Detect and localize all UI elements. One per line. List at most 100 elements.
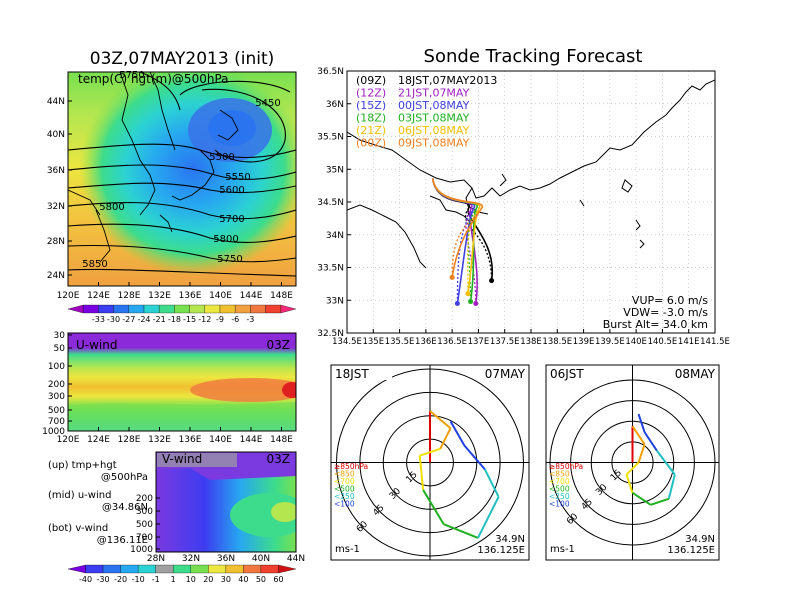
pressure-tick-label: 1000: [130, 545, 153, 555]
vwind-pressure-ticks: 200 300 500 700 1000: [130, 494, 160, 555]
colorbar-swatch: [85, 564, 104, 574]
pressure-tick-label: 100: [48, 362, 65, 372]
hodograph-lon: 136.125E: [667, 545, 715, 556]
lat-tick-label: 36N: [217, 554, 235, 564]
param-vup: VUP= 6.0 m/s: [632, 294, 708, 307]
hodograph-level-label: <250: [549, 492, 570, 501]
vwind-time: 03Z: [267, 452, 291, 466]
lon-tick-label: 137E: [468, 337, 490, 347]
uwind-lon-ticks: 120E 124E 128E 132E 136E 140E 144E 148E: [57, 427, 293, 445]
lat-tick-label: 34N: [326, 231, 344, 241]
panel-notes: (up) tmp+hgt@500hPa (mid) u-wind@34.86N (b…: [48, 460, 148, 546]
hodograph-time-bg: [332, 366, 392, 380]
lon-tick-label: 140E: [625, 337, 647, 347]
pressure-tick-label: 500: [136, 520, 153, 530]
legend-utc: (12Z): [356, 87, 386, 100]
hodograph-trace-segment: [477, 496, 500, 539]
note-line-1: (bot) v-wind: [48, 523, 108, 534]
lon-tick-label: 136.5E: [437, 337, 467, 347]
hodograph-level-label: <850: [334, 470, 355, 479]
colorbar-label: -9: [216, 315, 224, 324]
lon-tick-label: 139.5E: [595, 337, 625, 347]
colorbar-label: -27: [122, 315, 135, 324]
colorbar-label: 20: [203, 575, 213, 584]
hodograph-lat: 34.9N: [495, 534, 525, 545]
pressure-tick-label: 50: [54, 344, 66, 354]
lat-tick-label: 35N: [326, 165, 344, 175]
hodograph-level-label: <700: [549, 477, 570, 486]
colorbar-swatch: [138, 564, 156, 574]
colorbar-swatch: [102, 564, 121, 574]
hodograph-level-label: <500: [549, 485, 570, 494]
temp-map-title: 03Z,07MAY2013 (init): [90, 49, 275, 69]
param-vdw: VDW= -3.0 m/s: [623, 306, 708, 319]
hodograph-trace-segment: [637, 413, 646, 433]
hodograph-level-label: <250: [334, 492, 355, 501]
hodograph-level-label: ≥850hPa: [549, 462, 583, 471]
contour-label: 5800: [213, 234, 238, 245]
colorbar-label: -21: [153, 315, 166, 324]
colorbar-label: -30: [97, 575, 110, 584]
trajectory-descent: [467, 207, 480, 294]
lon-tick-label: 148E: [270, 435, 293, 445]
legend-jst: 06JST,08MAY: [398, 124, 470, 137]
hodograph-time: 18JST: [335, 367, 369, 381]
tracking-lat-ticks: 36.5N 36N 35.5N 35N 34.5N 34N 33.5N 33N 32.5N: [317, 67, 351, 339]
colorbar-swatch: [189, 304, 205, 314]
colorbar-label: -24: [137, 315, 150, 324]
hodograph-trace-segment: [637, 444, 646, 463]
pressure-tick-label: 30: [54, 331, 66, 341]
lat-tick-label: 28N: [147, 554, 165, 564]
uwind-label: U-wind: [76, 338, 117, 352]
hodograph-trace-segment: [631, 491, 652, 506]
colorbar-label: 30: [221, 575, 231, 584]
vwind-label: V-wind: [162, 452, 202, 466]
legend-utc: (21Z): [356, 124, 386, 137]
temp-map-lon-ticks: 120E 124E 128E 132E 136E 140E 144E 148E: [57, 282, 293, 301]
contour-label: 5600: [219, 185, 244, 196]
hodograph-level-label: ≥850hPa: [334, 462, 368, 471]
lon-tick-label: 134.5E: [332, 337, 362, 347]
lat-tick-label: 35.5N: [317, 133, 344, 143]
lon-tick-label: 136E: [179, 291, 202, 301]
contour-label: 5750: [217, 254, 242, 265]
legend-utc: (00Z): [356, 137, 386, 150]
temp-map-frame: [67, 71, 297, 287]
pressure-tick-label: 300: [136, 507, 153, 517]
pressure-tick-label: 300: [48, 392, 65, 402]
lat-tick-label: 36.5N: [317, 67, 344, 77]
legend-utc: (18Z): [356, 112, 386, 125]
lon-tick-label: 140.5E: [648, 337, 678, 347]
lat-tick-label: 32N: [182, 554, 200, 564]
pressure-tick-label: 700: [136, 533, 153, 543]
note-line-2: @136.11E: [97, 535, 148, 546]
lat-tick-label: 40N: [47, 130, 65, 140]
lon-tick-label: 120E: [57, 291, 80, 301]
hodograph-trace-segment: [439, 427, 452, 450]
colorbar-label: -30: [107, 315, 120, 324]
hodograph-time: 06JST: [550, 367, 584, 381]
legend-jst: 00JST,08MAY: [398, 99, 470, 112]
vwind-frame: [155, 451, 297, 553]
lon-tick-label: 128E: [118, 435, 141, 445]
lon-tick-label: 137.5E: [490, 337, 520, 347]
contour-label: 5500: [209, 152, 234, 163]
temp-map-contour-labels: 5750 5450 5500 5550 5600 5700 5800 5750 5800 5850: [82, 70, 280, 270]
lat-tick-label: 34.5N: [317, 198, 344, 208]
trajectory-landing-point: [473, 301, 479, 307]
colorbar-label: 10: [186, 575, 196, 584]
colorbar-label: -3: [246, 315, 254, 324]
lon-tick-label: 136E: [179, 435, 202, 445]
contour-label: 5750: [119, 70, 144, 81]
hodograph-trace-segment: [643, 431, 658, 451]
colorbar-label: -40: [79, 575, 92, 584]
trajectory-ascent: [431, 178, 483, 278]
lat-tick-label: 24N: [47, 271, 65, 281]
colorbar-label: -20: [114, 575, 127, 584]
trajectory-descent: [467, 207, 478, 302]
colorbar-swatch: [280, 304, 297, 314]
hodograph-trace-segment: [667, 474, 676, 500]
colorbar-swatch: [83, 304, 99, 314]
trajectory-landing-point: [489, 278, 495, 284]
